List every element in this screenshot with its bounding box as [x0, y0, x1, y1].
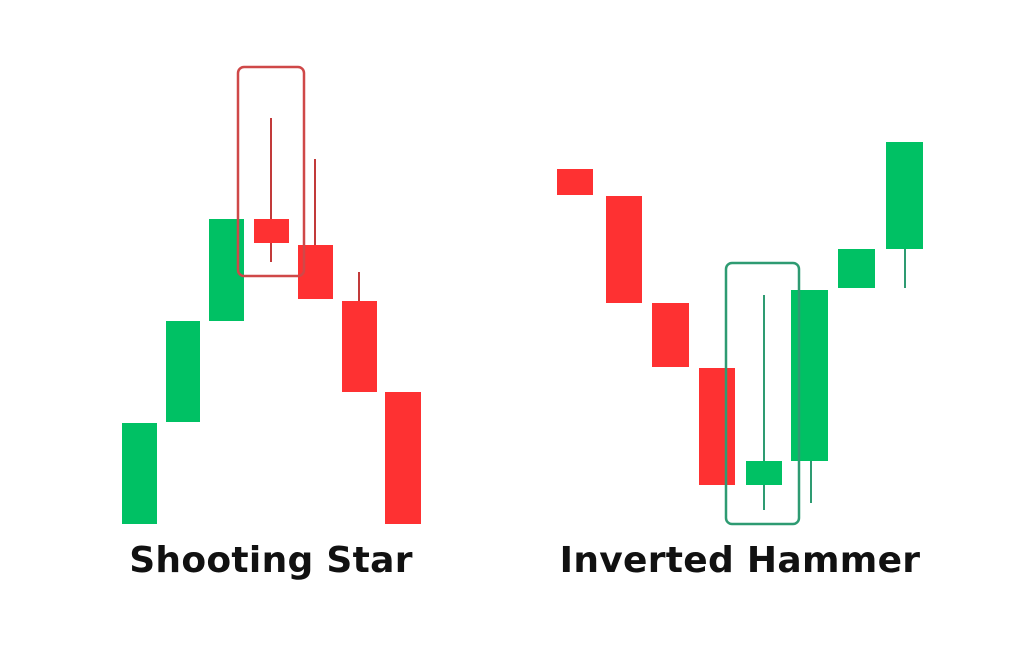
inverted-hammer-label: Inverted Hammer	[559, 540, 921, 581]
inverted-hammer-candle-bullish	[746, 461, 782, 485]
inverted-hammer-candle-bullish	[791, 290, 828, 461]
inverted-hammer-candle-bullish	[838, 249, 875, 288]
shooting-star-candle-bullish	[166, 321, 200, 422]
shooting-star-label: Shooting Star	[129, 540, 413, 581]
inverted-hammer-candle-bearish	[557, 169, 593, 195]
inverted-hammer-highlight-box	[724, 261, 801, 526]
inverted-hammer-candle-bearish	[652, 303, 689, 367]
inverted-hammer-candle-bearish	[606, 196, 642, 303]
inverted-hammer-candle-bullish	[886, 142, 923, 249]
inverted-hammer-candle-bearish	[699, 368, 735, 485]
shooting-star-candle-bearish	[254, 219, 289, 243]
shooting-star-candle-bearish	[385, 392, 421, 524]
shooting-star-candle-bullish	[122, 423, 157, 524]
shooting-star-candle-bearish	[342, 301, 377, 392]
shooting-star-highlight-box	[236, 65, 306, 278]
